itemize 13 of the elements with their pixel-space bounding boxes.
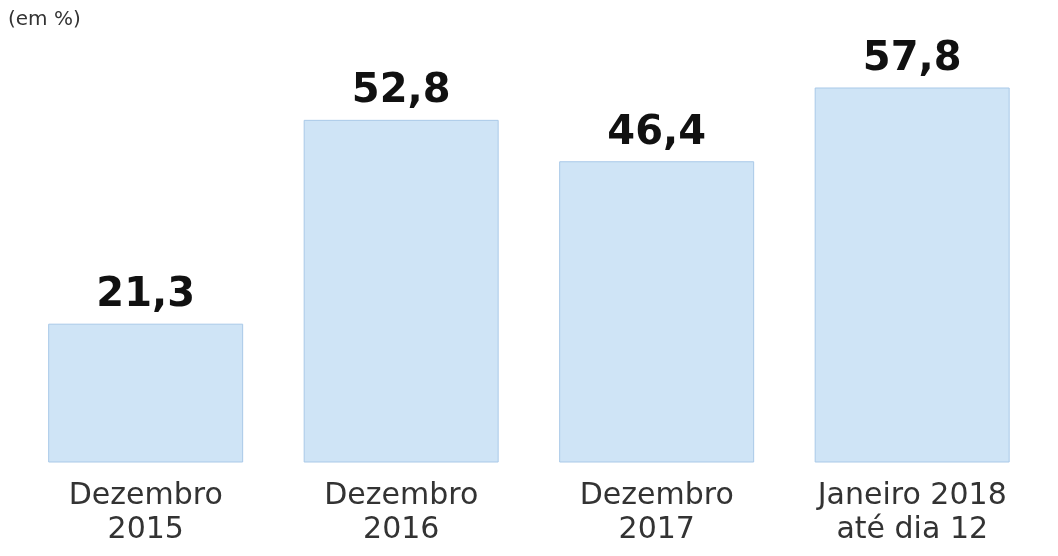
bar xyxy=(559,161,755,463)
bar xyxy=(303,119,499,463)
x-tick-label: Dezembro 2017 xyxy=(579,476,734,545)
data-label: 46,4 xyxy=(607,106,707,153)
x-tick-label: Janeiro 2018 até dia 12 xyxy=(815,476,1007,545)
bar xyxy=(814,87,1010,463)
data-label: 21,3 xyxy=(96,269,196,316)
data-label: 52,8 xyxy=(351,65,451,112)
chart-subtitle: (em %) xyxy=(8,6,81,30)
x-tick-label: Dezembro 2015 xyxy=(68,476,223,545)
x-tick-label: Dezembro 2016 xyxy=(324,476,479,545)
data-label: 57,8 xyxy=(862,33,962,79)
bar xyxy=(48,323,244,463)
